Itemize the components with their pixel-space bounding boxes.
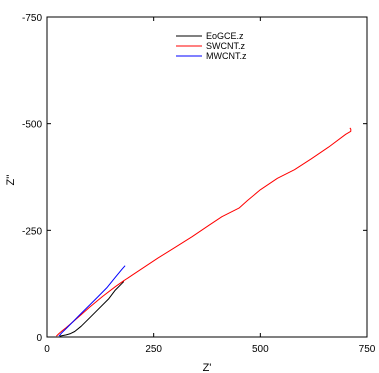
- series-layer: [56, 127, 352, 337]
- x-tick-label: 750: [359, 344, 376, 355]
- plot-frame: [46, 16, 368, 338]
- y-tick-label: -250: [22, 226, 42, 237]
- axis-ticks: 0 250 500 750 0 -250 -500 -750: [22, 13, 376, 355]
- legend-label: MWCNT.z: [206, 51, 247, 61]
- legend-label: SWCNT.z: [206, 41, 245, 51]
- y-tick-label: -500: [22, 120, 42, 131]
- y-axis-title: Z'': [5, 175, 17, 186]
- y-tick-label: 0: [36, 333, 42, 344]
- y-tick-label: -750: [22, 13, 42, 24]
- x-axis-title: Z': [203, 362, 212, 373]
- legend-label: EoGCE.z: [206, 31, 244, 41]
- x-tick-label: 0: [44, 344, 50, 355]
- x-tick-label: 500: [252, 344, 269, 355]
- series-line-mwcnt-z: [58, 265, 126, 337]
- series-line-eogce-z: [59, 281, 125, 337]
- series-line-swcnt-z: [56, 127, 352, 337]
- x-tick-label: 250: [145, 344, 162, 355]
